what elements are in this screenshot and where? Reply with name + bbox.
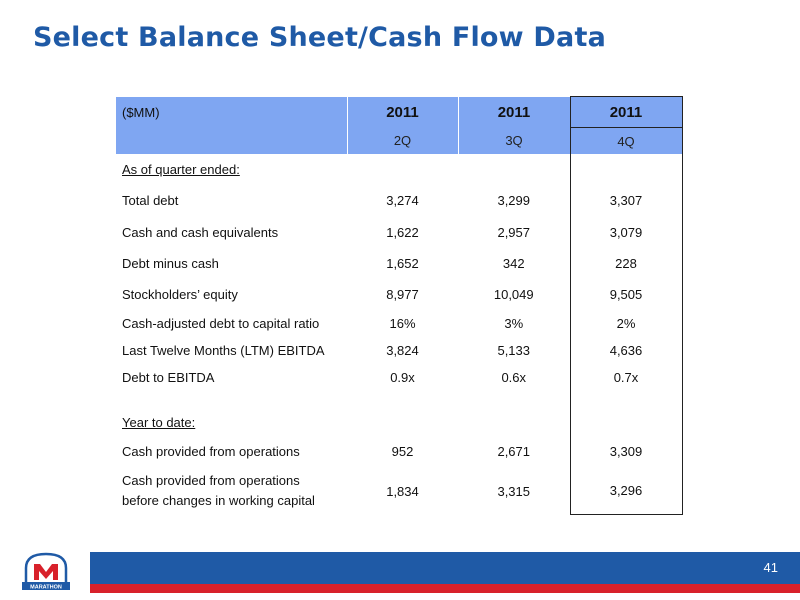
section-heading-quarter-end: As of quarter ended: — [122, 161, 240, 177]
table-row: Cash provided from operations before cha… — [116, 468, 683, 515]
cell-4q: 4,636 — [569, 337, 683, 364]
year-header-4q: 2011 — [569, 96, 683, 128]
cell-4q: 0.7x — [569, 364, 683, 390]
cell-3q: 3,299 — [497, 193, 531, 208]
cell-3q: 3,315 — [497, 483, 531, 499]
cell-4q: 228 — [569, 248, 683, 279]
cell-3q: 3% — [504, 316, 524, 331]
row-label: Cash provided from operations before cha… — [116, 468, 347, 514]
section-heading-year-to-date: Year to date: — [122, 414, 196, 430]
row-label: Stockholders’ equity — [122, 287, 238, 302]
footer-accent-stripe — [90, 584, 800, 593]
page-title: Select Balance Sheet/Cash Flow Data — [33, 22, 606, 53]
cell-3q: 5,133 — [497, 343, 531, 358]
cell-4q: 2% — [569, 310, 683, 337]
row-label-line1: Cash provided from operations — [122, 473, 300, 488]
row-label: Last Twelve Months (LTM) EBITDA — [122, 343, 325, 358]
section-heading-row: Year to date: — [116, 410, 683, 434]
cell-3q: 0.6x — [501, 369, 527, 385]
spacer-row — [116, 390, 683, 410]
cell-4q: 3,296 — [569, 468, 683, 515]
year-header-2q: 2011 — [346, 96, 458, 128]
logo-text: MARATHON — [30, 585, 62, 591]
table-row: Stockholders’ equity 8,977 10,049 9,505 — [116, 279, 683, 310]
row-label: Cash-adjusted debt to capital ratio — [122, 316, 320, 331]
section-heading-row: As of quarter ended: — [116, 154, 683, 184]
quarter-header-4q: 4Q — [569, 127, 683, 154]
cell-2q: 0.9x — [390, 369, 415, 385]
cell-2q: 1,834 — [386, 483, 419, 499]
cell-2q: 16% — [389, 316, 416, 331]
cell-3q: 10,049 — [493, 287, 534, 302]
balance-sheet-table: ($MM) 2011 2011 2011 2Q 3Q 4Q As of quar… — [116, 96, 683, 515]
header-row-years: ($MM) 2011 2011 2011 — [116, 96, 683, 128]
cell-3q: 342 — [502, 256, 525, 271]
unit-label: ($MM) — [116, 96, 347, 128]
balance-sheet-table-container: ($MM) 2011 2011 2011 2Q 3Q 4Q As of quar… — [116, 96, 683, 515]
table-row: Cash provided from operations 952 2,671 … — [116, 434, 683, 468]
table-row: Debt to EBITDA 0.9x 0.6x 0.7x — [116, 364, 683, 390]
table-row: Debt minus cash 1,652 342 228 — [116, 248, 683, 279]
cell-4q: 3,309 — [569, 434, 683, 468]
cell-2q: 1,652 — [386, 256, 419, 271]
header-blank — [116, 127, 347, 154]
row-label: Debt to EBITDA — [122, 369, 215, 385]
cell-2q: 1,622 — [386, 225, 419, 240]
header-row-quarters: 2Q 3Q 4Q — [116, 127, 683, 154]
table-row: Cash-adjusted debt to capital ratio 16% … — [116, 310, 683, 337]
row-label: Debt minus cash — [122, 256, 219, 271]
cell-3q: 2,957 — [497, 225, 531, 240]
footer-bar — [90, 552, 800, 584]
cell-2q: 3,274 — [386, 193, 419, 208]
year-header-3q: 2011 — [457, 96, 570, 128]
row-label: Cash provided from operations — [122, 443, 300, 459]
row-label: Cash and cash equivalents — [122, 225, 279, 240]
row-label-line2: before changes in working capital — [122, 493, 315, 508]
cell-2q: 8,977 — [386, 287, 419, 302]
marathon-logo: MARATHON — [22, 552, 70, 591]
row-label: Total debt — [122, 193, 179, 208]
cell-4q: 3,307 — [569, 184, 683, 217]
page-number: 41 — [763, 560, 778, 575]
quarter-header-3q: 3Q — [457, 127, 570, 154]
cell-4q: 9,505 — [569, 279, 683, 310]
quarter-header-2q: 2Q — [346, 127, 458, 154]
cell-3q: 2,671 — [497, 443, 531, 459]
table-row: Total debt 3,274 3,299 3,307 — [116, 184, 683, 217]
table-row: Last Twelve Months (LTM) EBITDA 3,824 5,… — [116, 337, 683, 364]
cell-2q: 3,824 — [386, 343, 419, 358]
cell-4q: 3,079 — [569, 217, 683, 248]
cell-2q: 952 — [391, 443, 414, 459]
table-row: Cash and cash equivalents 1,622 2,957 3,… — [116, 217, 683, 248]
